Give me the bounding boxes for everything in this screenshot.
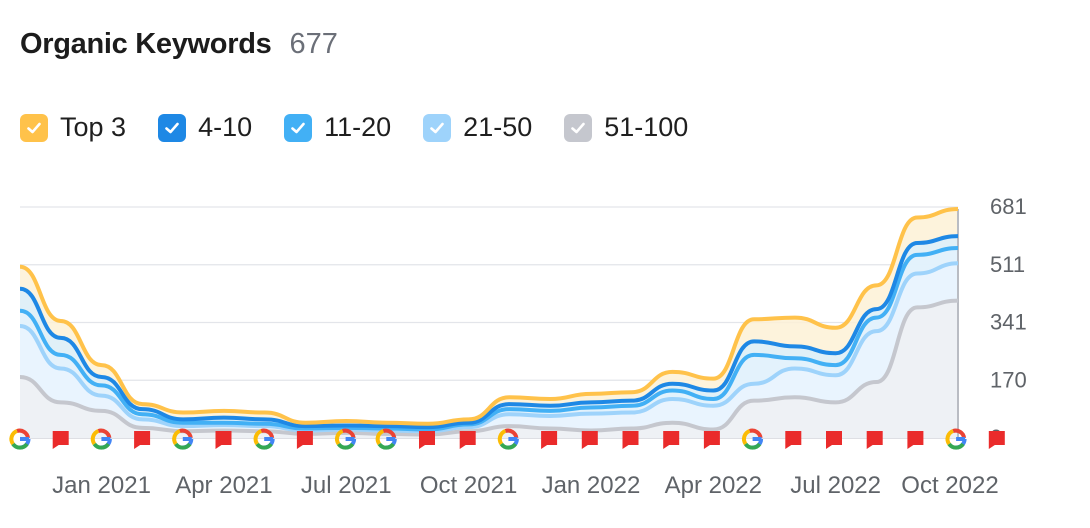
y-tick-label: 341 xyxy=(990,310,1027,335)
google-update-icon[interactable] xyxy=(253,428,275,450)
area-top-3 xyxy=(20,209,958,438)
note-flag-icon[interactable] xyxy=(581,431,598,449)
note-flag-icon[interactable] xyxy=(215,431,232,449)
google-update-icon[interactable] xyxy=(497,428,519,450)
note-flag-icon[interactable] xyxy=(459,431,476,449)
note-flag-icon[interactable] xyxy=(785,431,802,449)
note-flag-icon[interactable] xyxy=(703,431,720,449)
google-update-icon[interactable] xyxy=(172,428,194,450)
note-flag-icon[interactable] xyxy=(296,431,313,449)
legend-label: 4-10 xyxy=(198,112,253,142)
note-flag-icon[interactable] xyxy=(907,431,924,449)
y-tick-label: 511 xyxy=(990,252,1025,277)
legend-item-top-3[interactable]: Top 3 xyxy=(20,112,126,143)
legend-item-51-100[interactable]: 51-100 xyxy=(564,112,688,143)
x-tick-label: Jul 2021 xyxy=(301,472,392,499)
legend-item-11-20[interactable]: 11-20 xyxy=(284,112,391,143)
legend-label: Top 3 xyxy=(60,112,127,142)
widget-header: Organic Keywords 677 xyxy=(20,28,338,61)
google-update-icon[interactable] xyxy=(375,428,397,450)
legend-label: 21-50 xyxy=(463,112,533,142)
checkbox-icon[interactable] xyxy=(284,113,313,142)
x-tick-label: Apr 2022 xyxy=(665,472,762,499)
series-line-4-10 xyxy=(19,234,959,430)
y-tick-label: 170 xyxy=(990,367,1027,392)
note-flag-icon[interactable] xyxy=(826,431,842,449)
note-flag-icon[interactable] xyxy=(622,431,639,449)
google-update-icon[interactable] xyxy=(335,428,357,450)
google-update-icon[interactable] xyxy=(9,428,31,450)
series-line-21-50 xyxy=(19,261,959,434)
x-tick-label: Apr 2021 xyxy=(175,472,272,499)
series-line-top-3 xyxy=(19,207,959,426)
x-tick-label: Oct 2022 xyxy=(901,472,998,499)
checkbox-icon[interactable] xyxy=(158,113,187,142)
note-flag-icon[interactable] xyxy=(419,431,435,449)
keyword-count: 677 xyxy=(289,28,338,60)
google-update-icon[interactable] xyxy=(90,428,112,450)
x-tick-label: Jul 2022 xyxy=(790,472,881,499)
y-tick-label: 681 xyxy=(990,194,1027,219)
note-flag-icon[interactable] xyxy=(988,431,1005,449)
x-tick-label: Jan 2022 xyxy=(542,472,641,499)
note-flag-icon[interactable] xyxy=(134,431,151,449)
widget-title: Organic Keywords xyxy=(20,28,272,60)
legend-label: 51-100 xyxy=(604,112,689,142)
x-tick-label: Jan 2021 xyxy=(52,472,151,499)
note-flag-icon[interactable] xyxy=(52,431,69,449)
note-flag-icon[interactable] xyxy=(866,431,883,449)
checkbox-icon[interactable] xyxy=(423,113,452,142)
checkbox-icon[interactable] xyxy=(20,113,48,142)
area-51-100 xyxy=(20,300,958,438)
checkbox-icon[interactable] xyxy=(564,113,593,142)
chart-legend: Top 3 4-10 11-20 21-50 51-100 xyxy=(20,112,720,143)
legend-item-4-10[interactable]: 4-10 xyxy=(158,112,252,143)
legend-label: 11-20 xyxy=(324,112,392,142)
x-tick-label: Oct 2021 xyxy=(420,472,517,499)
google-update-icon[interactable] xyxy=(945,428,967,450)
note-flag-icon[interactable] xyxy=(541,431,558,449)
legend-item-21-50[interactable]: 21-50 xyxy=(423,112,532,143)
google-update-icon[interactable] xyxy=(742,428,764,450)
series-line-11-20 xyxy=(19,246,959,432)
note-flag-icon[interactable] xyxy=(663,431,680,449)
